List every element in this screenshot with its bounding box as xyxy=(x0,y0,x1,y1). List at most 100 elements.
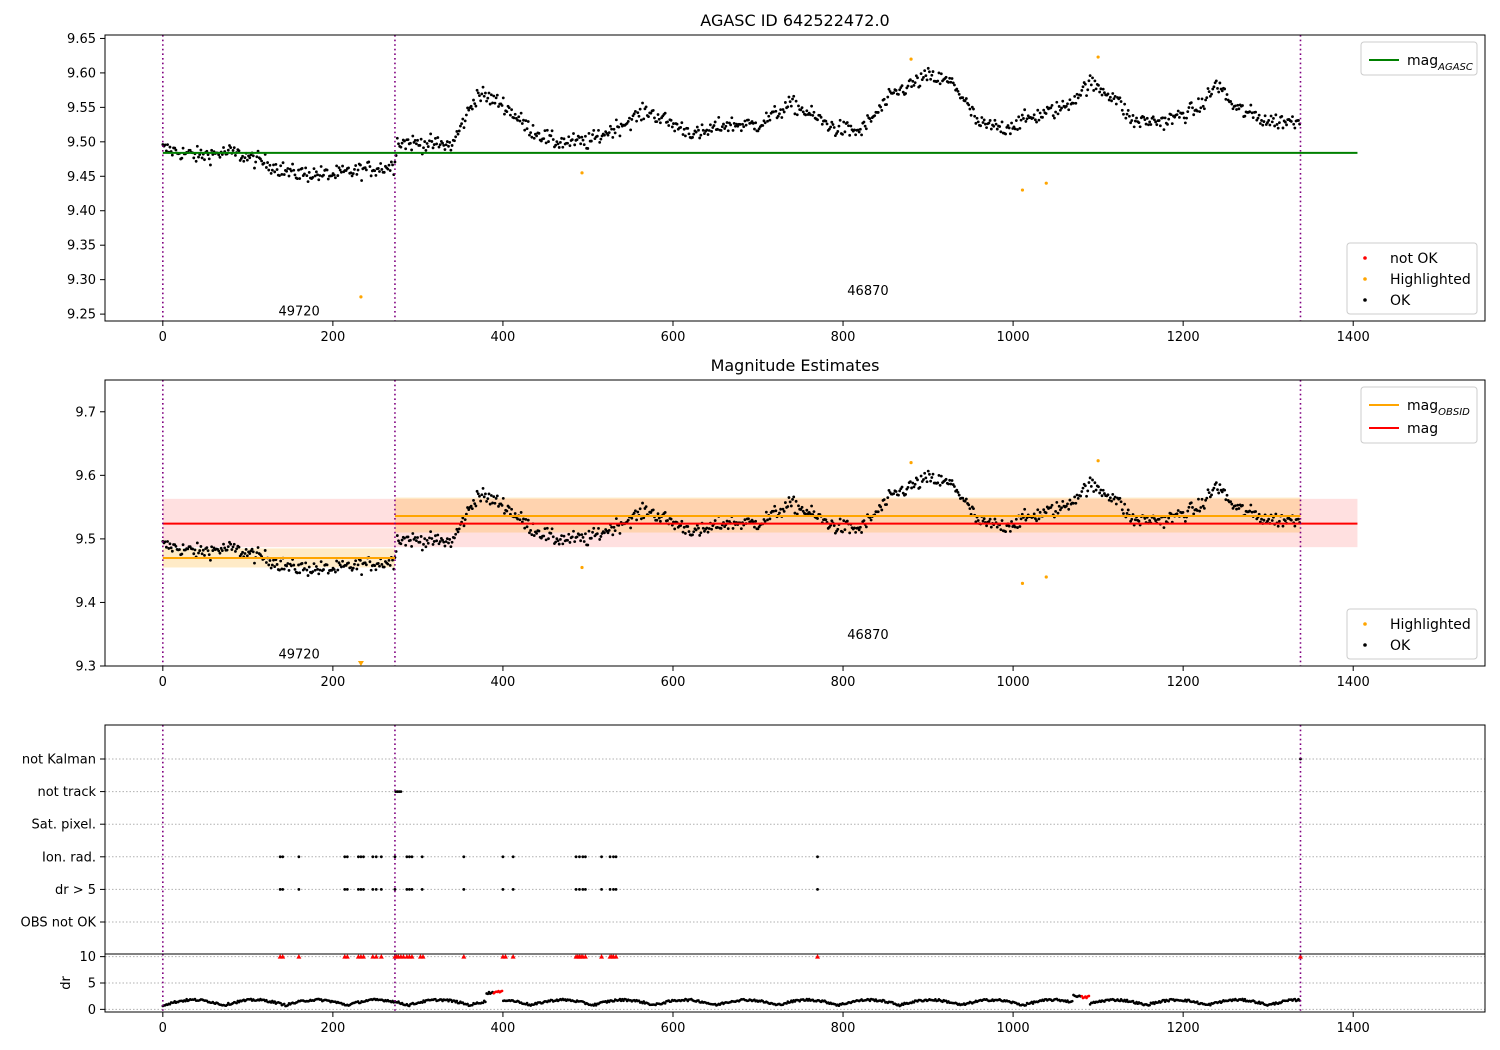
ok-point xyxy=(1125,112,1129,116)
ok-point xyxy=(1100,93,1104,97)
dr-point xyxy=(1257,1000,1261,1004)
ok-point xyxy=(539,139,543,143)
ok-point xyxy=(914,74,918,78)
ok-point xyxy=(168,542,172,546)
ok-point xyxy=(528,133,531,137)
ok-point xyxy=(222,542,225,546)
ok-point xyxy=(1000,120,1004,124)
flag-point xyxy=(356,888,360,891)
flag-point xyxy=(614,888,618,891)
ok-point xyxy=(497,504,500,508)
ok-point xyxy=(1262,518,1266,522)
ok-point xyxy=(1212,486,1216,490)
top-legend-box xyxy=(1360,41,1478,76)
ok-point xyxy=(939,72,943,76)
ok-point xyxy=(473,502,477,506)
ok-point xyxy=(218,155,222,159)
ok-point xyxy=(555,537,559,541)
ok-point xyxy=(1155,123,1159,127)
ok-point xyxy=(1216,86,1219,90)
ok-point xyxy=(995,525,999,529)
ok-point xyxy=(963,99,967,103)
ok-point xyxy=(486,96,490,100)
ok-point xyxy=(542,137,546,141)
ok-point xyxy=(526,120,530,123)
ok-point xyxy=(1091,478,1094,482)
ok-point xyxy=(830,120,834,124)
ok-point xyxy=(733,124,737,128)
ok-point xyxy=(295,571,299,575)
ok-point xyxy=(754,121,758,125)
ok-point xyxy=(397,142,400,146)
dr-capped-marker xyxy=(344,954,350,959)
ok-point xyxy=(659,121,662,125)
ok-point xyxy=(1118,96,1122,100)
ok-point xyxy=(205,546,209,550)
ok-point xyxy=(305,174,309,178)
ok-point xyxy=(793,511,797,515)
ok-point xyxy=(828,127,831,131)
ok-point xyxy=(613,529,617,533)
ok-point xyxy=(584,532,587,536)
dr-point xyxy=(225,1003,229,1007)
ok-point xyxy=(1283,120,1287,124)
ok-point xyxy=(931,70,935,73)
ok-point xyxy=(1099,488,1103,492)
flag-point xyxy=(281,888,285,891)
ok-point xyxy=(974,520,978,524)
ok-point xyxy=(992,124,996,128)
flag-point xyxy=(405,855,409,859)
ok-point xyxy=(794,99,798,103)
ok-point xyxy=(916,478,919,482)
ok-point xyxy=(339,170,343,174)
ok-point xyxy=(195,541,199,545)
mid-legend-line-label: mag xyxy=(1407,421,1438,437)
ok-point xyxy=(549,134,553,138)
ok-point xyxy=(1126,109,1130,112)
flag-point xyxy=(578,888,581,891)
dr-capped-marker xyxy=(420,954,426,959)
ok-point xyxy=(188,148,192,152)
dr-point xyxy=(642,1000,646,1003)
ok-point xyxy=(1093,79,1097,83)
flag-point xyxy=(581,888,585,891)
ok-point xyxy=(505,509,509,513)
ok-point xyxy=(457,527,461,531)
ok-point xyxy=(380,168,384,171)
ok-point xyxy=(655,120,659,124)
ok-point xyxy=(556,539,560,543)
ok-point xyxy=(399,542,403,546)
ok-point xyxy=(824,119,828,123)
ok-point xyxy=(673,527,677,531)
ok-point xyxy=(1094,87,1098,91)
ok-point xyxy=(968,507,972,511)
ok-point xyxy=(531,124,535,127)
ok-point xyxy=(1129,519,1133,523)
ok-point xyxy=(1268,123,1272,127)
ok-point xyxy=(575,535,579,539)
ok-point xyxy=(1122,512,1125,515)
light-curve-point-legend: not OK Highlighted OK xyxy=(1346,242,1478,315)
ok-point xyxy=(1000,519,1004,522)
ok-point xyxy=(181,543,185,547)
flag-point xyxy=(501,855,505,859)
ok-point xyxy=(589,536,593,540)
ok-point xyxy=(773,105,777,108)
ok-point xyxy=(489,93,493,97)
ok-point xyxy=(672,122,675,125)
ok-point xyxy=(303,172,306,176)
flag-category-label: OBS not OK xyxy=(21,916,97,931)
ok-point xyxy=(559,537,562,541)
ok-point xyxy=(918,84,922,88)
ok-point xyxy=(570,535,574,539)
ok-point xyxy=(1197,497,1200,501)
ok-point xyxy=(1072,101,1075,105)
ok-point xyxy=(547,537,550,541)
ok-point xyxy=(463,119,467,123)
ok-point xyxy=(287,568,291,572)
ok-point xyxy=(254,160,258,164)
ok-point xyxy=(725,121,729,124)
ok-point xyxy=(961,496,965,500)
ok-point xyxy=(699,531,703,535)
ok-point xyxy=(853,128,856,132)
